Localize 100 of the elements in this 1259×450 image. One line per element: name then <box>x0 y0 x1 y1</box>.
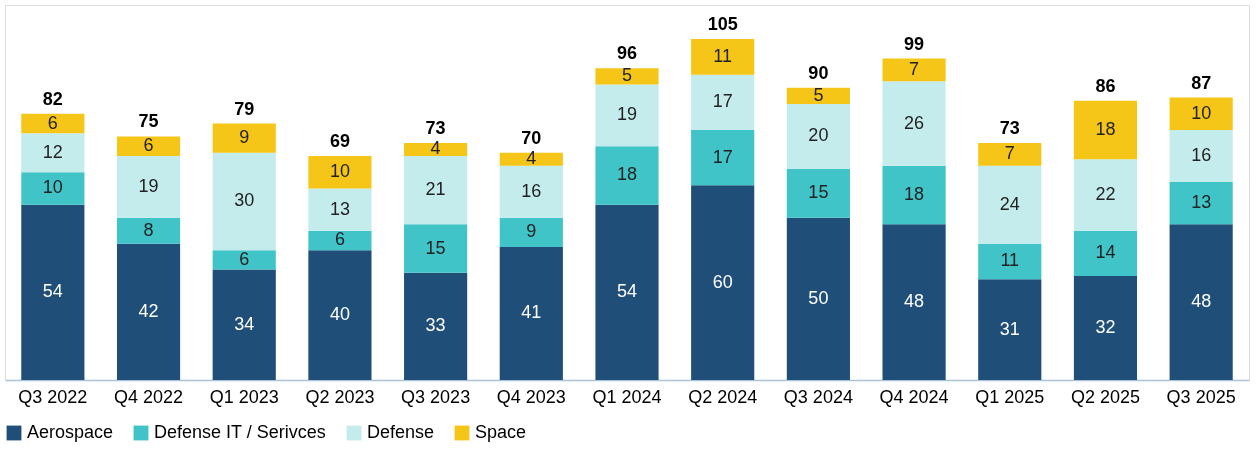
data-label: 48 <box>1191 291 1212 312</box>
data-label: 5 <box>813 84 824 105</box>
x-tick-label: Q3 2022 <box>18 386 88 407</box>
data-label: 60 <box>712 271 733 292</box>
x-tick-label: Q4 2022 <box>114 386 184 407</box>
data-label: 54 <box>616 281 638 302</box>
data-label: 32 <box>1095 317 1116 338</box>
x-tick-label: Q4 2023 <box>496 386 566 407</box>
x-tick-label: Q1 2025 <box>975 386 1045 407</box>
bar <box>499 217 563 247</box>
bar <box>595 204 659 380</box>
bar <box>882 224 946 380</box>
data-label: 30 <box>234 190 255 211</box>
bar <box>1169 181 1233 225</box>
x-tick-label: Q1 2024 <box>592 386 662 407</box>
bar <box>499 246 563 380</box>
bar <box>21 133 85 173</box>
data-label: 50 <box>808 287 829 308</box>
x-tick-label: Q4 2024 <box>879 386 949 407</box>
data-label: 21 <box>425 179 446 200</box>
bar <box>1073 159 1138 231</box>
data-label: 33 <box>425 315 446 336</box>
bar <box>882 58 946 82</box>
total-label: 90 <box>808 62 829 83</box>
data-label: 54 <box>42 281 63 302</box>
data-label: 20 <box>808 125 829 146</box>
bar <box>404 272 468 380</box>
data-label: 34 <box>234 313 255 334</box>
data-label: 6 <box>143 135 154 156</box>
data-label: 16 <box>1191 144 1212 165</box>
data-label: 8 <box>143 219 154 240</box>
bar <box>1073 230 1138 277</box>
bar <box>978 243 1042 280</box>
data-label: 18 <box>904 183 925 204</box>
data-label: 31 <box>999 318 1020 339</box>
legend-label: Aerospace <box>27 422 114 442</box>
data-label: 6 <box>47 112 58 133</box>
data-label: 17 <box>712 146 733 167</box>
data-label: 13 <box>329 198 350 219</box>
x-tick-label: Q2 2024 <box>688 386 758 407</box>
data-label: 14 <box>1095 242 1116 263</box>
data-label: 24 <box>999 193 1020 214</box>
data-label: 16 <box>521 180 542 201</box>
data-label: 9 <box>526 221 537 242</box>
total-label: 73 <box>999 117 1020 138</box>
bar <box>308 250 372 380</box>
data-label: 13 <box>1191 192 1212 213</box>
data-label: 4 <box>430 138 441 159</box>
total-label: 105 <box>707 14 738 35</box>
data-label: 17 <box>712 91 733 112</box>
total-label: 69 <box>329 130 350 151</box>
data-label: 41 <box>521 302 542 323</box>
bar <box>308 188 372 231</box>
legend-label: Defense IT / Serivces <box>154 422 326 442</box>
bar <box>404 155 468 225</box>
bar <box>499 165 563 218</box>
bar <box>499 152 563 166</box>
data-label: 6 <box>239 248 250 269</box>
bar <box>212 152 276 251</box>
x-tick-label: Q2 2025 <box>1070 386 1140 407</box>
data-label: 10 <box>42 177 63 198</box>
bar <box>116 243 181 380</box>
total-label: 75 <box>138 111 159 132</box>
total-label: 70 <box>521 127 542 148</box>
bar <box>691 74 755 130</box>
bar <box>691 39 755 75</box>
bar <box>595 68 659 85</box>
data-label: 18 <box>616 164 638 185</box>
data-label: 22 <box>1095 183 1116 204</box>
bar <box>978 165 1042 244</box>
bar <box>786 87 850 105</box>
bar <box>212 250 276 270</box>
bar <box>404 224 468 273</box>
bar <box>1073 100 1138 160</box>
data-label: 15 <box>808 182 829 203</box>
data-label: 7 <box>1004 143 1015 164</box>
x-tick-label: Q3 2025 <box>1166 386 1236 407</box>
data-label: 18 <box>1095 119 1116 139</box>
total-label: 86 <box>1095 75 1116 96</box>
total-label: 79 <box>234 98 255 119</box>
data-label: 48 <box>904 291 925 312</box>
data-label: 11 <box>1000 250 1020 271</box>
data-label: 15 <box>425 237 446 258</box>
data-label: 11 <box>713 45 733 66</box>
bar <box>691 130 755 186</box>
x-tick-label: Q3 2024 <box>783 386 853 407</box>
legend-label: Space <box>475 422 527 442</box>
bar <box>21 204 85 380</box>
bar <box>595 84 659 147</box>
data-label: 10 <box>1191 102 1212 123</box>
bar <box>882 165 946 225</box>
data-label: 12 <box>42 141 63 162</box>
data-label: 6 <box>334 229 345 250</box>
bar <box>21 113 85 134</box>
total-label: 82 <box>42 88 63 109</box>
bar <box>786 217 850 380</box>
bar <box>212 123 276 153</box>
x-tick-label: Q3 2023 <box>401 386 471 407</box>
bar <box>786 104 850 169</box>
data-label: 10 <box>329 161 350 182</box>
